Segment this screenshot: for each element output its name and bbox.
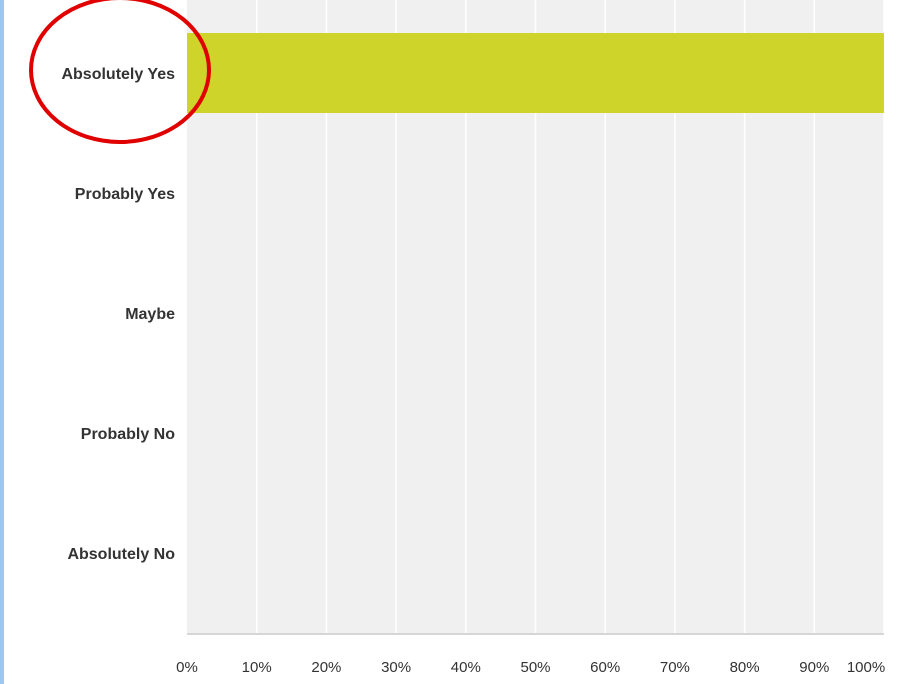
x-tick-label: 20% [311, 659, 341, 676]
x-tick-label: 60% [590, 659, 620, 676]
x-tick-label: 30% [381, 659, 411, 676]
category-label: Absolutely Yes [61, 66, 175, 83]
x-tick-label: 10% [242, 659, 272, 676]
category-label: Absolutely No [67, 546, 175, 563]
x-tick-label: 90% [799, 659, 829, 676]
bar-absolutely-yes [187, 33, 884, 113]
category-label: Probably Yes [75, 186, 175, 203]
x-tick-label: 100% [847, 659, 885, 676]
x-tick-label: 50% [520, 659, 550, 676]
frame-left-edge [0, 0, 4, 684]
x-tick-label: 40% [451, 659, 481, 676]
x-tick-label: 70% [660, 659, 690, 676]
x-tick-label: 0% [176, 659, 198, 676]
x-tick-label: 80% [730, 659, 760, 676]
highlight-circle [29, 0, 211, 144]
category-label: Probably No [81, 426, 175, 443]
category-label: Maybe [125, 306, 175, 323]
